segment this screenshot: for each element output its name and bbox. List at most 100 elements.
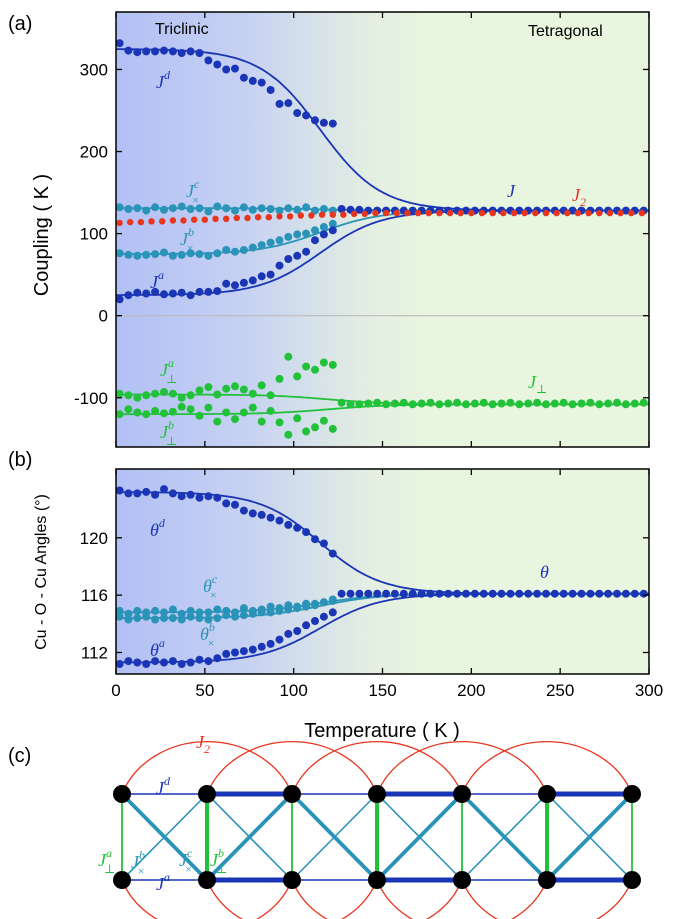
point-Jxb: [231, 247, 239, 256]
point-Jxc: [257, 204, 266, 213]
point-Ja: [133, 288, 142, 297]
point-Jp: [568, 400, 577, 409]
point-J2: [382, 209, 390, 217]
point-Jd: [195, 49, 204, 57]
point-Jxb: [266, 238, 275, 247]
point-t: [630, 589, 639, 598]
point-Jd: [177, 49, 186, 57]
x-tick-label: 150: [368, 681, 396, 700]
point-Jpa: [239, 385, 248, 394]
point-J2: [574, 209, 582, 217]
point-Jp: [621, 400, 630, 409]
x-axis-label: Temperature ( K ): [304, 720, 460, 742]
point-Jp: [382, 400, 391, 409]
point-t: [435, 589, 444, 598]
point-Ja: [177, 288, 186, 297]
point-txc: [151, 606, 160, 615]
point-Jd: [115, 39, 124, 48]
label-theta-xb: θb ×: [200, 620, 215, 650]
point-Ja: [151, 287, 160, 296]
point-txb: [195, 614, 204, 623]
y-tick-label: 0: [99, 307, 108, 326]
point-txb: [302, 602, 311, 611]
point-td: [204, 492, 213, 501]
point-t: [426, 589, 435, 598]
point-ta: [142, 660, 151, 668]
point-txb: [133, 614, 142, 623]
y-tick-label: 120: [80, 529, 108, 548]
point-Jpb: [284, 430, 293, 439]
copper-site-top: [113, 785, 131, 803]
point-Ja: [302, 247, 311, 256]
point-J: [355, 205, 364, 214]
point-J2: [393, 209, 400, 217]
point-t: [497, 589, 506, 598]
point-ta: [195, 655, 204, 664]
point-txb: [319, 598, 328, 607]
point-td: [239, 506, 248, 515]
point-txb: [257, 608, 266, 617]
point-t: [506, 589, 515, 598]
point-ta: [311, 617, 319, 625]
point-Jp: [373, 398, 382, 407]
point-J2: [489, 209, 496, 217]
point-Jxc: [248, 205, 257, 214]
label-J: J: [507, 181, 516, 201]
point-J2: [553, 209, 560, 217]
point-J2: [372, 209, 379, 217]
point-Jpb: [266, 406, 275, 415]
point-J2: [457, 209, 464, 217]
point-Jxb: [142, 250, 151, 259]
point-Jd: [275, 99, 284, 108]
point-Jpa: [248, 389, 257, 398]
j2-arc-top: [121, 741, 293, 795]
point-Jpa: [231, 382, 239, 391]
point-Ja: [266, 270, 275, 279]
copper-site-bottom: [623, 871, 641, 889]
point-t: [621, 589, 630, 598]
point-t: [390, 589, 399, 598]
point-Jp: [604, 399, 613, 408]
point-Jd: [124, 46, 133, 55]
point-t: [595, 589, 604, 598]
point-Jp: [515, 400, 524, 409]
point-t: [577, 589, 586, 598]
point-J2: [212, 215, 219, 222]
x-tick-label: 250: [546, 681, 574, 700]
point-Jpa: [204, 383, 213, 392]
point-ta: [328, 608, 337, 617]
copper-site-top: [198, 785, 216, 803]
point-Jd: [248, 76, 257, 85]
point-J2: [404, 209, 411, 217]
j2-arc-top: [376, 741, 548, 795]
point-J2: [329, 211, 336, 218]
point-Jp: [497, 399, 506, 408]
point-Jxb: [311, 226, 319, 235]
lattice-label-Jx-c: Jc ×: [179, 846, 193, 876]
point-td: [248, 509, 257, 518]
point-td: [213, 493, 222, 502]
diagonal-up: [375, 792, 464, 882]
point-txb: [142, 612, 151, 621]
point-Jd: [328, 119, 337, 128]
point-Jxc: [168, 204, 177, 213]
point-Jd: [231, 64, 239, 73]
j2-arc-top: [291, 741, 463, 795]
point-Jpb: [293, 414, 302, 423]
point-Jpa: [133, 393, 142, 402]
label-Jperp-b: Jb ⊥: [160, 418, 177, 448]
point-Jxb: [124, 250, 133, 259]
copper-site-top: [538, 785, 556, 803]
copper-site-bottom: [538, 871, 556, 889]
point-ta: [204, 657, 213, 666]
point-txc: [195, 608, 204, 617]
point-Jxb: [248, 243, 257, 252]
panel-a-y-ticks: -100 0 100 200 300: [74, 60, 649, 408]
point-Jpa: [319, 358, 328, 367]
point-Jpb: [328, 424, 337, 433]
panel-a-x-ticks: [115, 12, 650, 447]
point-ta: [239, 647, 248, 656]
point-ta: [177, 660, 186, 668]
point-Jxb: [151, 250, 160, 259]
